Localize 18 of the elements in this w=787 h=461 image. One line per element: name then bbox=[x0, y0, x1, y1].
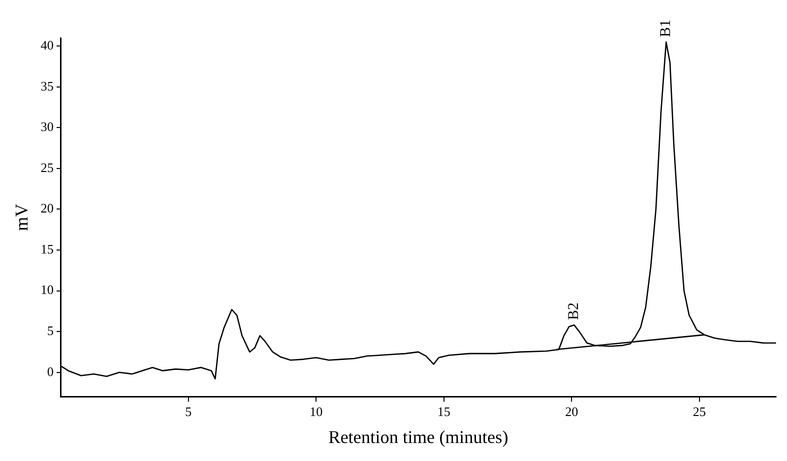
x-tick-label: 5 bbox=[185, 404, 192, 420]
x-tick-label: 25 bbox=[692, 404, 706, 420]
y-tick-label: 5 bbox=[47, 322, 54, 338]
annotation: B1 bbox=[658, 20, 674, 38]
x-tick-label: 10 bbox=[310, 404, 323, 420]
annotation: B2 bbox=[566, 302, 582, 320]
y-tick-label: 20 bbox=[40, 200, 54, 216]
y-tick-label: 15 bbox=[40, 241, 54, 256]
x-tick-label: 15 bbox=[437, 404, 450, 420]
y-tick-label: 25 bbox=[40, 160, 54, 175]
x-axis-title: Retention time (minutes) bbox=[328, 426, 508, 447]
y-tick-label: 40 bbox=[40, 38, 54, 53]
y-axis-title: mV bbox=[12, 204, 32, 231]
y-tick-label: 35 bbox=[40, 78, 54, 94]
y-tick-label: 30 bbox=[40, 119, 54, 134]
y-tick-label: 0 bbox=[47, 364, 54, 379]
x-tick-label: 20 bbox=[565, 404, 578, 420]
y-tick-label: 10 bbox=[40, 282, 54, 298]
